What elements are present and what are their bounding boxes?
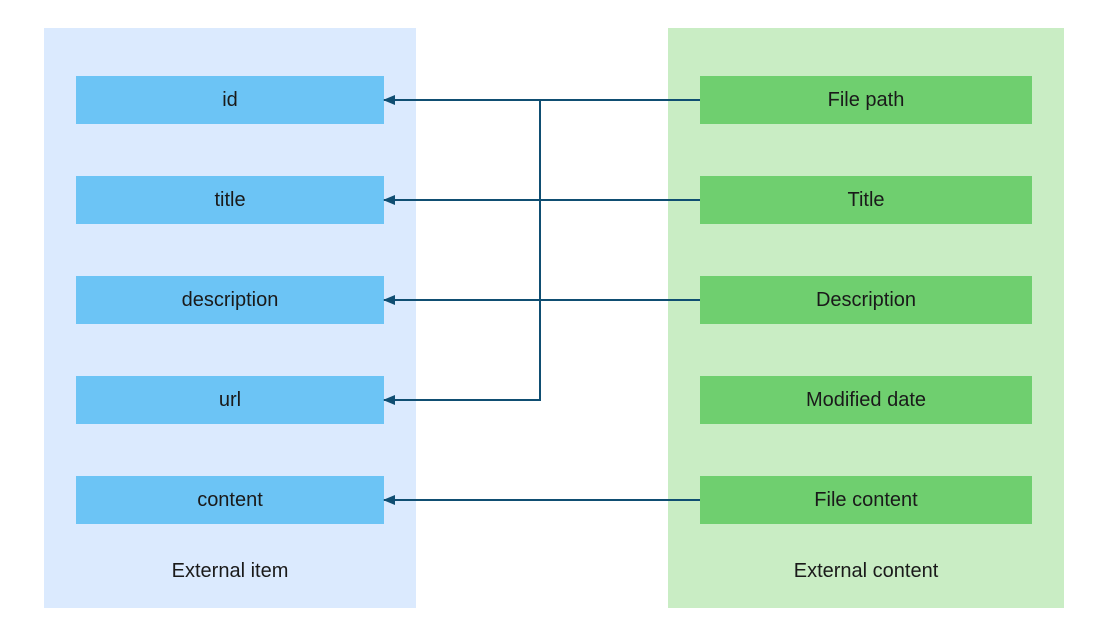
right-panel-caption: External content [668,560,1064,583]
right-field-file-content: File content [700,476,1032,524]
right-field-title: Title [700,176,1032,224]
connector-file_path-to-url [384,100,700,400]
left-field-label: title [214,189,245,212]
left-field-title: title [76,176,384,224]
right-field-label: Modified date [806,389,926,412]
diagram-canvas: id title description url content File pa… [0,0,1098,636]
left-field-label: content [197,489,263,512]
right-field-label: Title [847,189,884,212]
left-field-label: id [222,89,238,112]
left-field-label: description [182,289,279,312]
right-field-label: File content [814,489,917,512]
left-field-id: id [76,76,384,124]
left-field-content: content [76,476,384,524]
right-field-label: Description [816,289,916,312]
left-field-description: description [76,276,384,324]
right-field-description: Description [700,276,1032,324]
left-field-label: url [219,389,241,412]
left-field-url: url [76,376,384,424]
right-field-file-path: File path [700,76,1032,124]
left-panel-caption: External item [44,560,416,583]
right-field-modified-date: Modified date [700,376,1032,424]
right-field-label: File path [828,89,905,112]
